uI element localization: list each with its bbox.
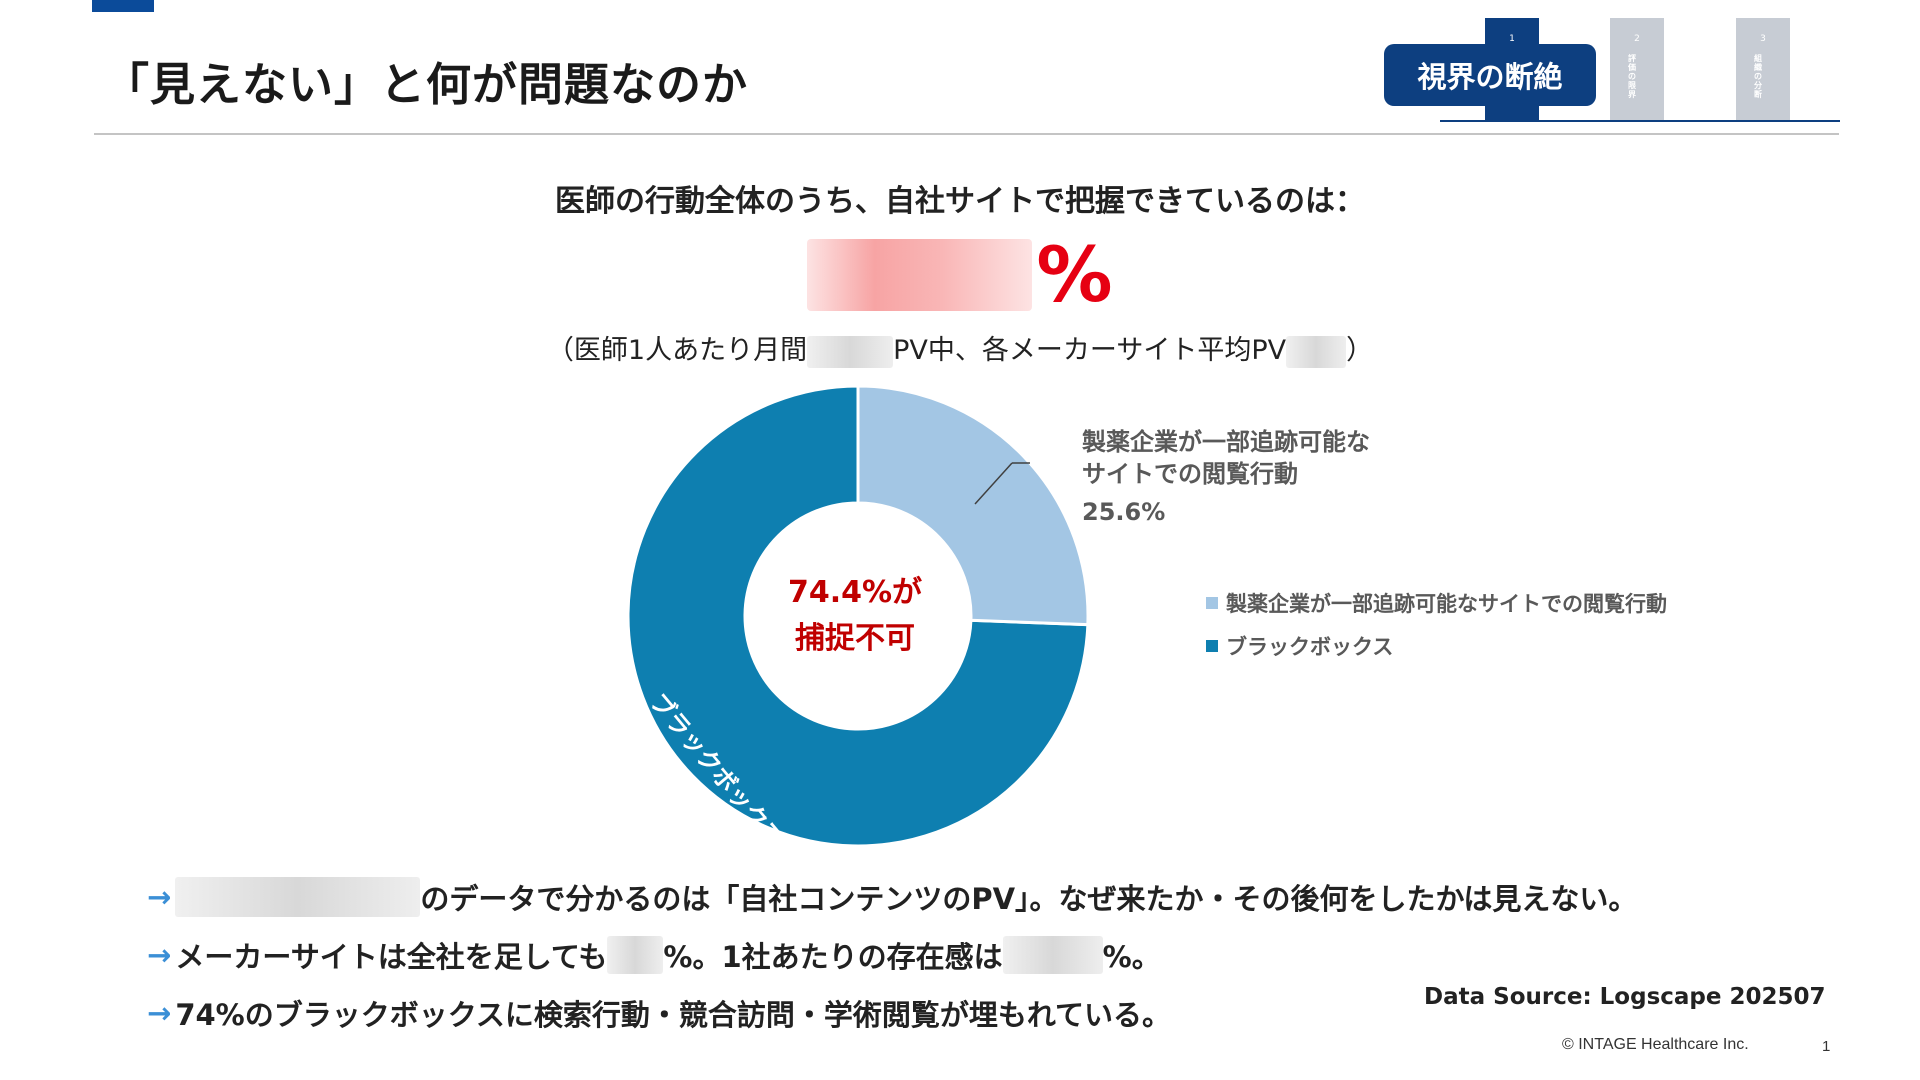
step-label: 組織の分断 — [1754, 54, 1762, 99]
step-navigation: 1 2 評価の限界 3 組織の分断 — [1440, 18, 1840, 128]
takeaway-text: メーカーサイトは全社を足しても — [175, 940, 608, 974]
arrow-icon: → — [147, 880, 172, 914]
top-accent-bar — [92, 0, 154, 12]
takeaway-text: %。 — [1102, 940, 1161, 974]
copyright: © INTAGE Healthcare Inc. — [1562, 1036, 1749, 1053]
legend-item: ブラックボックス — [1206, 631, 1667, 661]
takeaway-text: のデータで分かるのは「自社コンテンツのPV」。なぜ来たか・その後何をしたかは見え… — [420, 882, 1638, 916]
redacted-value — [807, 335, 894, 368]
takeaway-item: → 74%のブラックボックスに検索行動・競合訪問・学術閲覧が埋もれている。 — [147, 984, 1637, 1042]
legend-swatch — [1206, 597, 1218, 609]
redacted-value — [807, 238, 1033, 311]
redacted-value — [1002, 936, 1103, 974]
pv-note: （医師1人あたり月間 PV中、各メーカーサイト平均PV ） — [0, 328, 1920, 368]
headline-percent: % — [0, 230, 1920, 319]
title-divider — [94, 133, 1839, 135]
takeaway-item: → のデータで分かるのは「自社コンテンツのPV」。なぜ来たか・その後何をしたかは見… — [147, 868, 1637, 926]
redacted-value — [1286, 335, 1347, 368]
page-title: 「見えない」と何が問題なのか — [104, 58, 749, 111]
callout-leader-line — [974, 462, 1013, 505]
pv-note-part3: ） — [1346, 335, 1374, 366]
step-number: 1 — [1509, 34, 1515, 44]
redacted-value — [607, 936, 664, 974]
page-number: 1 — [1822, 1038, 1831, 1055]
slice-callout-label: 製薬企業が一部追跡可能な サイトでの閲覧行動 — [1082, 426, 1370, 490]
donut-slice-blackbox — [626, 384, 1090, 848]
donut-slice-trackable — [856, 384, 1090, 627]
section-label: 視界の断絶 — [1384, 44, 1596, 106]
step-tab-3: 3 組織の分断 — [1736, 18, 1790, 120]
arrow-icon: → — [147, 938, 172, 972]
chart-legend: 製薬企業が一部追跡可能なサイトでの閲覧行動 ブラックボックス — [1206, 588, 1667, 674]
legend-label: 製薬企業が一部追跡可能なサイトでの閲覧行動 — [1226, 592, 1667, 616]
takeaway-text: 74%のブラックボックスに検索行動・競合訪問・学術閲覧が埋もれている。 — [175, 998, 1171, 1032]
callout-line2: サイトでの閲覧行動 — [1082, 460, 1298, 488]
steps-underline — [1440, 120, 1840, 122]
step-tab-2: 2 評価の限界 — [1610, 18, 1664, 120]
arrow-icon: → — [147, 996, 172, 1030]
headline-question: 医師の行動全体のうち、自社サイトで把握できているのは： — [555, 184, 1365, 219]
takeaway-text: %。1社あたりの存在感は — [663, 940, 1003, 974]
data-source: Data Source: Logscape 202507 — [1424, 984, 1826, 1010]
donut-chart — [626, 384, 1090, 848]
redacted-value — [175, 877, 421, 917]
step-number: 3 — [1760, 34, 1766, 44]
takeaway-item: → メーカーサイトは全社を足しても %。1社あたりの存在感は %。 — [147, 926, 1637, 984]
donut-center-label: 74.4%が 捕捉不可 — [745, 570, 965, 662]
step-number: 2 — [1634, 34, 1640, 44]
pv-note-part1: （医師1人あたり月間 — [546, 335, 808, 366]
legend-label: ブラックボックス — [1226, 635, 1394, 659]
takeaway-list: → のデータで分かるのは「自社コンテンツのPV」。なぜ来たか・その後何をしたかは見… — [147, 868, 1637, 1042]
callout-line1: 製薬企業が一部追跡可能な — [1082, 428, 1370, 456]
pv-note-part2: PV中、各メーカーサイト平均PV — [893, 335, 1287, 366]
percent-symbol: % — [1036, 230, 1113, 319]
center-label-line1: 74.4%が — [787, 575, 923, 610]
legend-swatch — [1206, 640, 1218, 652]
legend-item: 製薬企業が一部追跡可能なサイトでの閲覧行動 — [1206, 588, 1667, 618]
step-label: 評価の限界 — [1628, 54, 1636, 99]
center-label-line2: 捕捉不可 — [795, 621, 915, 656]
slice-callout-value: 25.6% — [1082, 498, 1166, 526]
